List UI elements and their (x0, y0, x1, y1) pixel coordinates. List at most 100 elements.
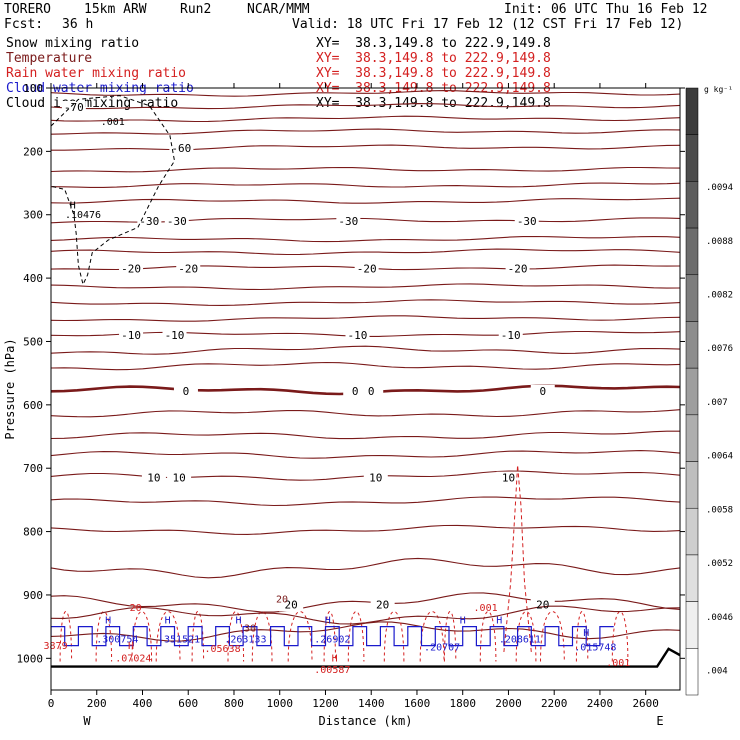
x-tick-label: 1200 (312, 697, 339, 710)
colorbar-swatch (685, 414, 699, 462)
rain-contour (540, 611, 565, 662)
annotation-label: 20 (276, 595, 288, 606)
annotation-label: H (332, 653, 338, 664)
annotation-label: H (236, 615, 242, 626)
header-center: NCAR/MMM (247, 2, 310, 17)
isotherm-label: -20 (357, 263, 377, 276)
isotherm-line (51, 450, 680, 459)
header-resolution: 15km ARW (84, 2, 147, 17)
y-tick-label: 600 (23, 399, 43, 412)
annotation-label: H (325, 615, 331, 626)
annotation-label: 3879 (44, 641, 68, 652)
x-tick-label: 2600 (632, 697, 659, 710)
isotherm-line (51, 103, 680, 110)
isotherm-line (51, 361, 680, 371)
isotherm-label: 0 (539, 385, 546, 398)
colorbar-swatch (685, 87, 699, 135)
y-tick-label: 100 (23, 82, 43, 95)
isotherm-label: -60 (171, 142, 191, 155)
isotherm-line (51, 496, 680, 507)
rain-contour (59, 611, 73, 662)
annotation-label: .351521 (158, 634, 200, 645)
isotherm-line (51, 605, 680, 625)
x-tick-label: 0 (48, 697, 55, 710)
rain-contour (611, 611, 629, 662)
annotation-label: H (105, 615, 111, 626)
colorbar-swatch (685, 554, 699, 602)
isotherm-line (51, 128, 680, 135)
isotherm-line (51, 182, 680, 188)
isotherm-line (51, 283, 680, 291)
isotherm-label: 0 (183, 385, 190, 398)
header-model: TORERO (4, 2, 51, 17)
rain-contour (443, 611, 457, 662)
colorbar-label: .0076 (706, 344, 733, 354)
rain-contour (287, 611, 313, 662)
rain-contour (383, 611, 405, 662)
colorbar-label: .0088 (706, 237, 733, 247)
isotherm-label: 10 (147, 472, 160, 485)
isotherm-label: -20 (178, 263, 198, 276)
colorbar-swatch (685, 648, 699, 696)
isotherm-label: 10 (369, 472, 382, 485)
legend-field-name: Rain water mixing ratio (6, 66, 187, 81)
annotation-label: .263133 (224, 634, 266, 645)
annotation-label: .05638 (204, 644, 240, 655)
header-valid: Valid: 18 UTC Fri 17 Feb 12 (12 CST Fri … (292, 17, 684, 32)
annotation-label: H (165, 615, 171, 626)
colorbar-swatch (685, 274, 699, 322)
isotherm-label: 10 (172, 472, 185, 485)
isotherm-label: 20 (376, 598, 389, 611)
isotherm-label: -10 (501, 329, 521, 342)
annotation-label: H (496, 615, 502, 626)
annotation-label: .001 (606, 658, 630, 669)
annotation-label: .015748 (574, 643, 616, 654)
isotherm-label: -10 (121, 329, 141, 342)
isotherm-line (51, 524, 680, 535)
isotherm-line (51, 409, 680, 418)
x-tick-label: 400 (133, 697, 153, 710)
colorbar-label: .0052 (706, 559, 733, 569)
header-fcst-label: Fcst: (4, 17, 44, 32)
isotherm-line (51, 144, 680, 151)
cloud-water-contour (51, 626, 614, 647)
isotherm-label: -30 (338, 215, 358, 228)
annotation-label: .26902 (314, 634, 350, 645)
plot-contents (51, 90, 680, 668)
rain-contour (95, 611, 113, 662)
isotherm-line (51, 557, 680, 579)
isotherm-label: 20 (536, 598, 549, 611)
colorbar-swatch (685, 601, 699, 649)
isotherm-line (51, 115, 680, 123)
isotherm-line (51, 430, 680, 440)
x-tick-label: 800 (224, 697, 244, 710)
annotation-label: .10476 (65, 210, 101, 221)
x-tick-label: 1000 (266, 697, 293, 710)
y-tick-label: 200 (23, 145, 43, 158)
isotherm-label: 0 (368, 385, 375, 398)
isotherm-label: 20 (285, 598, 298, 611)
isotherm-line (51, 345, 680, 355)
colorbar-label: .007 (706, 398, 728, 408)
y-tick-label: 1000 (17, 652, 44, 665)
header-run: Run2 (180, 2, 212, 17)
legend-field-xy: XY= 38.3,149.8 to 222.9,149.8 (316, 51, 551, 66)
isotherm-line (51, 248, 680, 256)
legend-field-xy: XY= 38.3,149.8 to 222.9,149.8 (316, 36, 551, 51)
annotation-label: 20 (130, 603, 142, 614)
colorbar-swatch (685, 227, 699, 276)
isotherm-label: -10 (348, 329, 368, 342)
rain-contour (575, 611, 589, 662)
isotherm-line (51, 197, 680, 204)
y-tick-label: 900 (23, 589, 43, 602)
isotherm-label: -30 (139, 215, 159, 228)
y-axis-label: Pressure (hPa) (3, 338, 17, 439)
annotation-label: 30 (244, 624, 256, 635)
x-tick-label: 1800 (449, 697, 476, 710)
legend-field-name: Temperature (6, 51, 93, 66)
x-tick-label: 2000 (495, 697, 522, 710)
rain-contour (419, 611, 445, 662)
isotherm-line (51, 299, 680, 306)
isotherm-line (51, 315, 680, 322)
rain-contour (515, 611, 537, 662)
